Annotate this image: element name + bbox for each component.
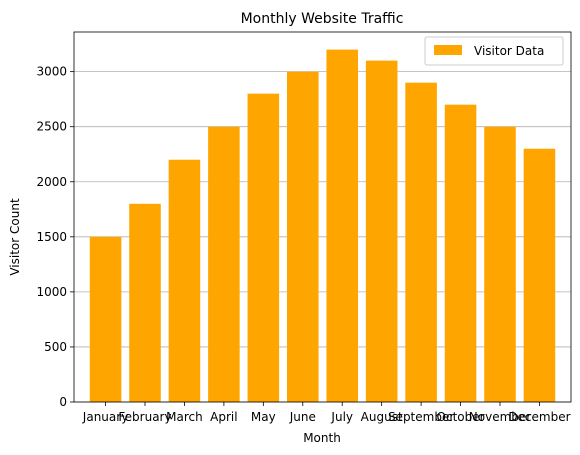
bar-may — [247, 93, 280, 403]
x-tick-label: November — [469, 410, 531, 424]
y-axis-label: Visitor Count — [8, 198, 22, 276]
x-tick-label: April — [210, 410, 237, 424]
legend-label: Visitor Data — [474, 44, 544, 58]
y-tick-label: 3000 — [36, 65, 67, 79]
chart-title: Monthly Website Traffic — [241, 11, 404, 27]
bar-september — [405, 82, 437, 403]
x-tick-label: June — [289, 410, 316, 424]
bar-november — [484, 126, 516, 402]
bar-july — [326, 49, 358, 402]
bar-october — [444, 104, 477, 402]
y-tick-label: 1000 — [36, 285, 67, 299]
axes: 050010001500200025003000JanuaryFebruaryM… — [36, 31, 572, 424]
x-tick-label: March — [166, 410, 203, 424]
legend-frame — [424, 36, 564, 66]
bar-june — [287, 71, 319, 403]
y-tick-label: 0 — [59, 395, 67, 409]
y-tick-label: 500 — [44, 340, 67, 354]
bar-series — [89, 49, 556, 403]
x-tick-label: December — [508, 410, 570, 424]
bar-march — [168, 159, 201, 402]
x-tick-label: August — [361, 410, 403, 424]
bar-august — [365, 60, 398, 402]
bar-february — [129, 203, 161, 402]
x-tick-label: September — [388, 410, 454, 424]
x-tick-label: May — [251, 410, 276, 424]
bar-april — [208, 126, 240, 402]
legend-swatch — [434, 45, 462, 55]
x-tick-label: January — [82, 410, 129, 424]
x-axis-label: Month — [303, 431, 341, 445]
plot-frame — [73, 31, 572, 403]
bar-december — [523, 148, 556, 402]
x-tick-label: February — [118, 410, 171, 424]
y-tick-label: 2000 — [36, 175, 67, 189]
y-tick-label: 1500 — [36, 230, 67, 244]
legend: Visitor Data — [424, 36, 564, 66]
bar-january — [89, 236, 122, 402]
x-tick-label: July — [330, 410, 353, 424]
y-tick-label: 2500 — [36, 120, 67, 134]
x-tick-label: October — [437, 410, 485, 424]
